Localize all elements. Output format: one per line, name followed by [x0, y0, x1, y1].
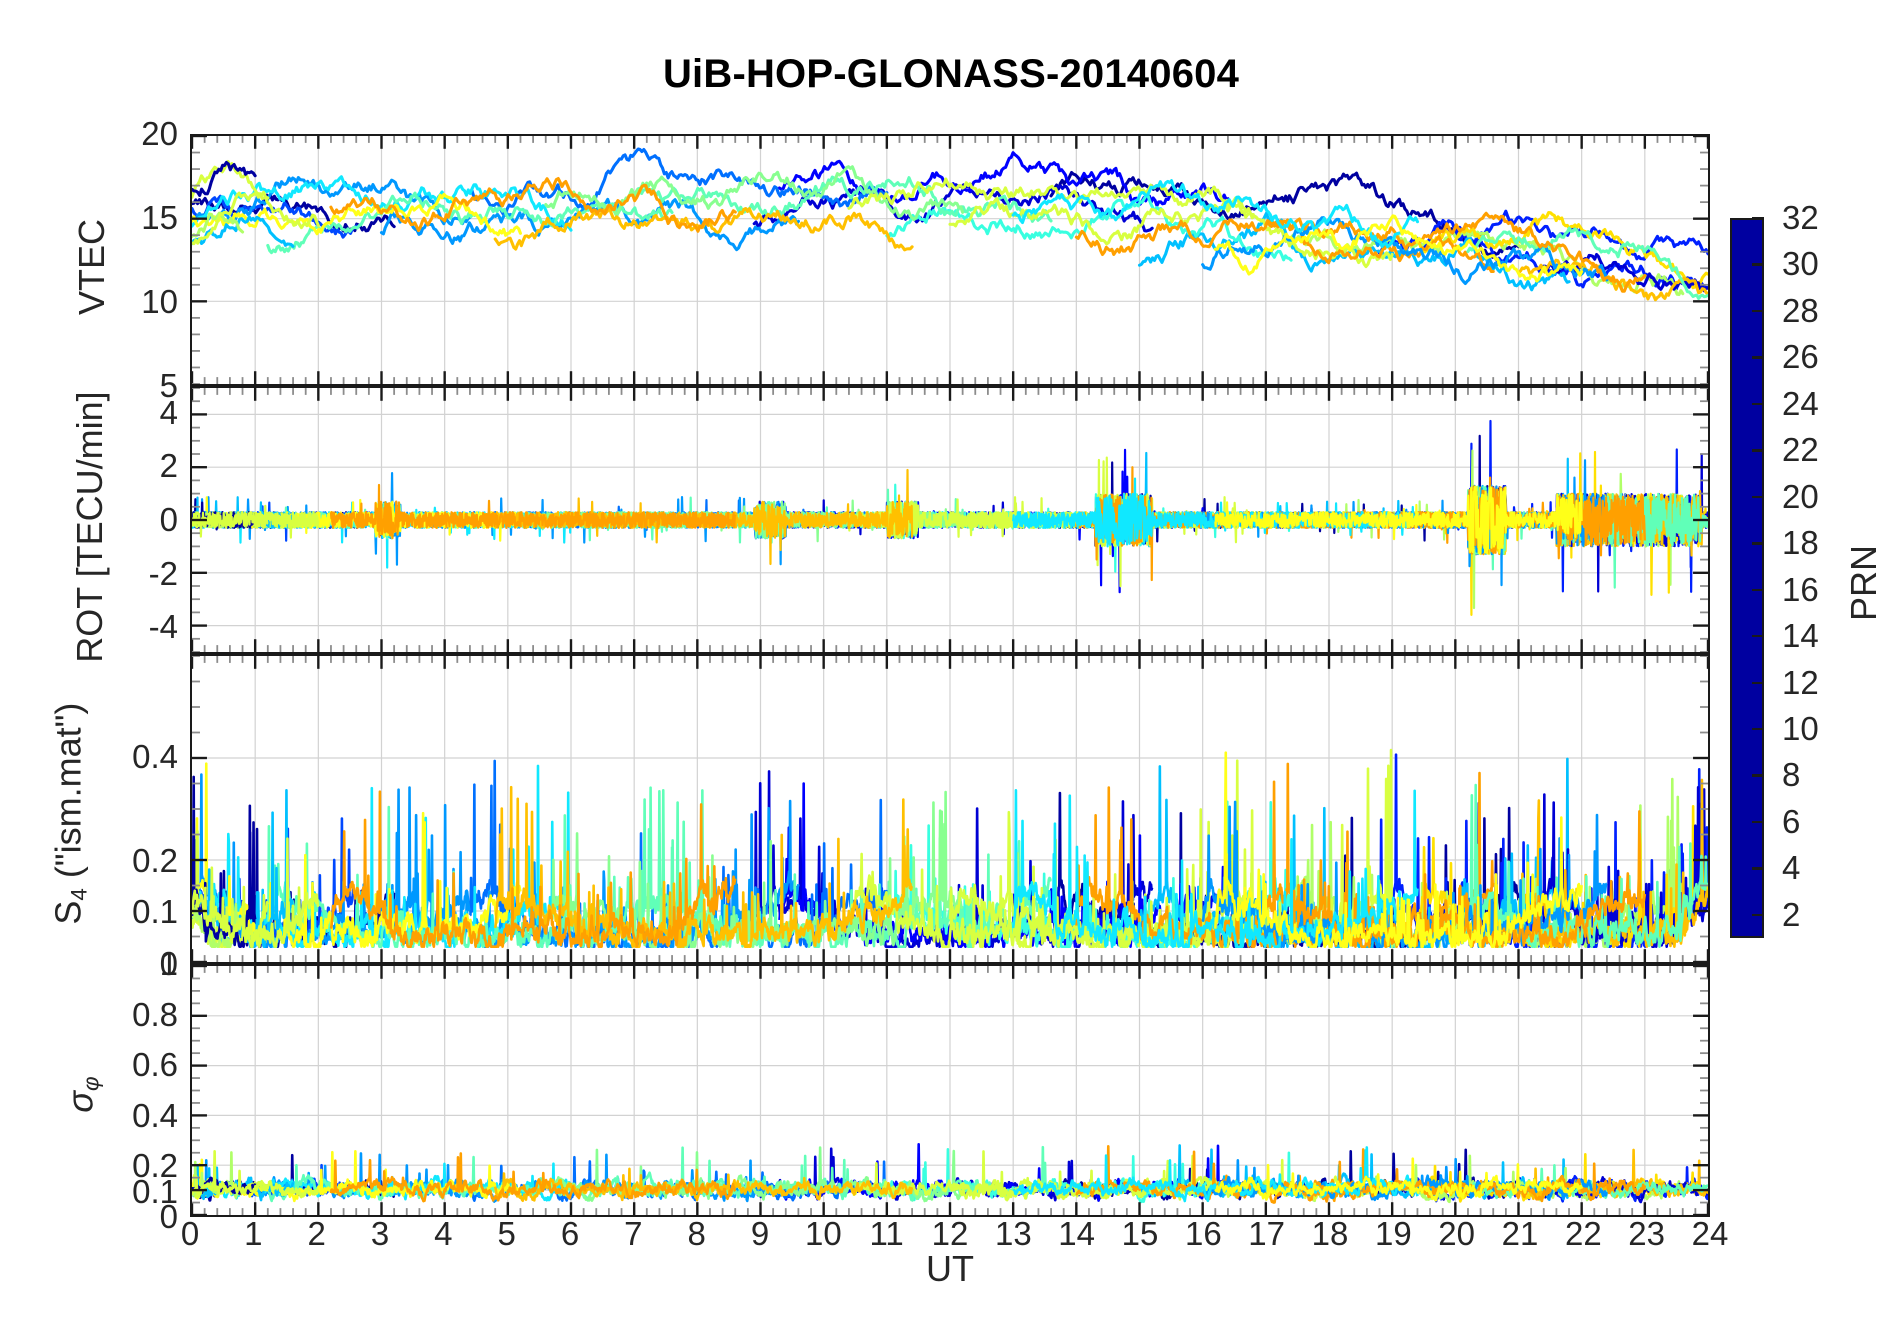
ytick-sig-2: 0.2 — [132, 1147, 178, 1185]
colorbar-tick-26: 26 — [1782, 338, 1819, 376]
colorbar-tickmark-28 — [1752, 309, 1764, 313]
xtick-18: 18 — [1311, 1215, 1349, 1252]
ytick-s4-2: 0.2 — [132, 841, 178, 879]
chart-title: UiB-HOP-GLONASS-20140604 — [662, 52, 1240, 96]
colorbar-tickmark-8 — [1752, 774, 1764, 777]
panel-vtec — [190, 134, 1710, 386]
sigma-phi-plot-area — [192, 966, 1708, 1215]
ytick-rot-4: 4 — [159, 393, 178, 431]
xtick-14: 14 — [1058, 1215, 1096, 1252]
ytick-s4-1: 0.1 — [132, 893, 178, 931]
ytick-rot-2: 0 — [159, 501, 178, 538]
ytick-sig-6: 1 — [159, 945, 178, 982]
xtick-13: 13 — [994, 1215, 1032, 1252]
colorbar-tick-28: 28 — [1782, 291, 1819, 329]
ytick-sig-1: 0.1 — [132, 1172, 178, 1210]
rot-plot-area — [192, 388, 1708, 652]
colorbar-tickmark-26 — [1752, 356, 1764, 359]
colorbar-tickmark-6 — [1752, 820, 1764, 824]
xtick-17: 17 — [1248, 1215, 1286, 1252]
colorbar-tickmark-32 — [1752, 217, 1764, 220]
colorbar-tickmark-16 — [1752, 588, 1764, 591]
colorbar-tickmark-22 — [1752, 449, 1764, 452]
colorbar-tick-30: 30 — [1782, 245, 1819, 283]
xtick-23: 23 — [1628, 1215, 1666, 1252]
colorbar-tickmark-18 — [1752, 542, 1764, 545]
xtick-19: 19 — [1374, 1215, 1412, 1252]
colorbar-tick-32: 32 — [1782, 199, 1819, 236]
xtick-12: 12 — [931, 1215, 969, 1252]
vtec-plot-area — [192, 136, 1708, 384]
xtick-16: 16 — [1184, 1215, 1222, 1252]
ytick-vtec-min: 5 — [159, 367, 178, 404]
xtick-7: 7 — [624, 1215, 643, 1252]
colorbar-tick-22: 22 — [1782, 431, 1819, 469]
xtick-6: 6 — [560, 1215, 580, 1252]
ytick-sig-0: 0 — [159, 1198, 178, 1235]
colorbar-tick-2: 2 — [1782, 895, 1801, 933]
colorbar-tick-20: 20 — [1782, 477, 1819, 515]
colorbar-tick-4: 4 — [1782, 849, 1801, 887]
colorbar-tick-6: 6 — [1782, 802, 1801, 840]
ytick-sig-5: 0.8 — [132, 995, 178, 1033]
colorbar-tickmark-20 — [1752, 495, 1764, 499]
ytick-vtec-2: 20 — [141, 115, 178, 152]
xtick-9: 9 — [750, 1215, 770, 1252]
ytick-rot-0: -4 — [148, 608, 178, 646]
ytick-rot-3: 2 — [159, 447, 178, 485]
xtick-11: 11 — [869, 1215, 904, 1252]
colorbar-label: PRN — [1843, 544, 1885, 622]
panel-sigma-phi — [190, 964, 1710, 1217]
colorbar-tickmark-10 — [1752, 727, 1764, 731]
colorbar-tickmark-4 — [1752, 867, 1764, 870]
panel-s4 — [190, 654, 1710, 964]
xtick-21: 21 — [1501, 1215, 1539, 1252]
colorbar-tick-10: 10 — [1782, 709, 1819, 747]
xtick-5: 5 — [497, 1215, 516, 1252]
colorbar-tickmark-2 — [1752, 913, 1764, 917]
prn-colorbar[interactable] — [1730, 218, 1764, 938]
xtick-22: 22 — [1564, 1215, 1602, 1252]
xtick-24: 24 — [1691, 1215, 1729, 1252]
xtick-0: 0 — [180, 1215, 200, 1252]
colorbar-tickmark-30 — [1752, 263, 1764, 266]
ytick-vtec-0: 10 — [141, 283, 178, 320]
panel-rot — [190, 386, 1710, 654]
ytick-sig-3: 0.4 — [132, 1096, 178, 1134]
ytick-s4-3: 0.4 — [132, 738, 178, 776]
colorbar-tick-12: 12 — [1782, 663, 1819, 701]
ytick-rot-1: -2 — [148, 554, 178, 592]
colorbar-tick-18: 18 — [1782, 524, 1819, 562]
xtick-8: 8 — [687, 1215, 706, 1252]
ytick-s4-0: 0 — [159, 945, 178, 982]
colorbar-tick-8: 8 — [1782, 756, 1801, 794]
colorbar-tickmark-24 — [1752, 402, 1764, 406]
xtick-4: 4 — [434, 1215, 453, 1252]
colorbar-tick-24: 24 — [1782, 384, 1819, 422]
colorbar-tickmark-12 — [1752, 681, 1764, 684]
colorbar-tick-16: 16 — [1782, 570, 1819, 608]
colorbar-tickmark-14 — [1752, 635, 1764, 638]
xtick-20: 20 — [1438, 1215, 1476, 1252]
s4-plot-area — [192, 656, 1708, 962]
xtick-15: 15 — [1121, 1215, 1159, 1252]
xtick-10: 10 — [804, 1215, 842, 1252]
x-axis-label: UT — [926, 1248, 974, 1289]
colorbar-tick-14: 14 — [1782, 617, 1819, 655]
xtick-3: 3 — [370, 1215, 390, 1252]
ytick-vtec-1: 15 — [141, 199, 178, 236]
xtick-2: 2 — [307, 1215, 326, 1252]
xtick-1: 1 — [244, 1215, 263, 1252]
ytick-sig-4: 0.6 — [132, 1046, 178, 1084]
